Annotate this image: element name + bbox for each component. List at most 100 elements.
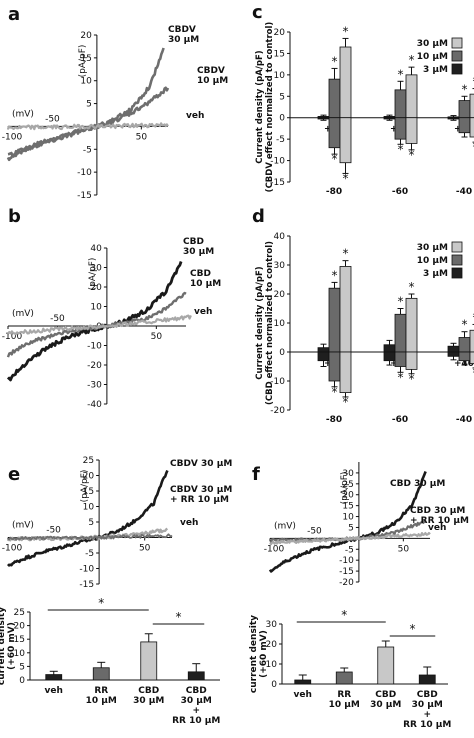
bar <box>458 100 471 119</box>
category-label: -80 <box>326 415 342 425</box>
legend-veh: veh <box>428 523 446 533</box>
panel-label-d: d <box>252 206 265 227</box>
y-tick-label: 15 <box>14 635 25 645</box>
y-axis-label: (pA/pF) <box>80 470 90 503</box>
legend-cbdv-30: CBDV 30 µM <box>168 25 199 45</box>
significance-star: * <box>398 370 404 384</box>
y-axis-label: Current density (pA/pF)(CBD effect norma… <box>255 241 275 405</box>
legend-label: 10 µM <box>417 52 448 62</box>
significance-star: * <box>341 608 347 622</box>
bar <box>377 646 395 685</box>
y-tick-label: 15 <box>80 54 91 64</box>
bar <box>328 117 341 149</box>
bar <box>383 344 396 353</box>
y-tick-label: 20 <box>80 31 92 41</box>
y-tick-label: 25 <box>83 456 94 466</box>
panel-label-b: b <box>8 206 21 227</box>
y-tick-label: 5 <box>19 662 25 672</box>
legend-veh: veh <box>180 518 198 528</box>
y-tick-label: -20 <box>270 406 285 416</box>
bar <box>339 46 352 119</box>
bar <box>328 78 341 119</box>
legend-swatch <box>451 241 463 253</box>
bar <box>383 117 396 120</box>
y-tick-label: 30 <box>90 264 102 274</box>
y-tick-label: 0 <box>279 114 285 124</box>
y-tick-label: 40 <box>274 232 286 242</box>
significance-star: * <box>398 295 404 309</box>
trace-3 <box>269 531 431 546</box>
legend-cbd-30: CBD 30 µM <box>183 237 214 257</box>
y-tick-label: -10 <box>79 565 94 575</box>
y-tick-label: -10 <box>339 556 354 566</box>
bar <box>140 641 158 681</box>
x-tick-label: -100 <box>2 132 23 142</box>
category-label: CBD 30 µM + RR 10 µM <box>403 690 451 730</box>
x-tick-label: -50 <box>46 526 61 536</box>
bar <box>383 351 396 362</box>
iv-plot-a: -15 -10 -5 5 10 15 20 -100 -50 50 (mV) (pA/pF) <box>2 31 170 201</box>
bar <box>405 117 418 144</box>
x-tick-label: -100 <box>264 544 285 554</box>
y-tick-label: -15 <box>77 191 92 201</box>
iv-plot-b: -40-30-20-10010203040-100-5050(mV)(pA/pF… <box>2 244 192 410</box>
legend-label: 10 µM <box>417 256 448 266</box>
bar <box>458 117 471 134</box>
significance-star: * <box>473 310 474 324</box>
y-tick-label: -10 <box>270 157 285 167</box>
trace-1 <box>6 261 183 382</box>
y-tick-label: -15 <box>339 567 354 577</box>
legend-veh: veh <box>194 307 212 317</box>
x-axis-label: (mV) <box>12 309 34 319</box>
panel-label-c: c <box>252 2 263 23</box>
bar <box>339 351 352 393</box>
legend-swatch <box>451 267 463 279</box>
panel-label-a: a <box>8 4 20 25</box>
significance-star: * <box>176 610 182 624</box>
x-tick-label: 50 <box>139 544 151 554</box>
x-tick-label: -50 <box>45 114 60 124</box>
bar <box>447 117 460 120</box>
y-tick-label: -10 <box>270 377 285 387</box>
significance-star: * <box>332 385 338 399</box>
category-label: -80 <box>326 187 342 197</box>
y-axis-label: current density(+60 mV) <box>249 615 269 693</box>
bar <box>328 351 341 382</box>
bar <box>394 117 407 140</box>
significance-star: * <box>473 366 474 380</box>
x-tick-label: 50 <box>398 544 410 554</box>
legend-swatch <box>451 37 463 49</box>
y-tick-label: 5 <box>88 518 94 528</box>
bar <box>317 351 330 362</box>
significance-star: * <box>410 622 416 636</box>
y-tick-label: -10 <box>87 342 102 352</box>
significance-star: * <box>409 372 415 386</box>
bar <box>458 337 471 353</box>
legend-cbdv-10: CBDV 10 µM <box>197 66 228 86</box>
bar <box>447 351 460 357</box>
legend-veh: veh <box>186 111 204 121</box>
y-tick-label: 20 <box>342 491 354 501</box>
x-tick-label: -100 <box>2 544 23 554</box>
y-tick-label: 25 <box>14 608 25 618</box>
y-tick-label: -30 <box>87 381 102 391</box>
legend-cbd-rr: CBD 30 µM + RR 10 µM <box>410 506 469 526</box>
legend-cbdv-rr: CBDV 30 µM + RR 10 µM <box>170 485 232 505</box>
y-tick-label: 30 <box>342 469 354 479</box>
bar <box>335 671 353 685</box>
y-tick-label: 20 <box>14 622 26 632</box>
category-label: -40 <box>456 415 472 425</box>
y-tick-label: -5 <box>83 145 92 155</box>
bar <box>317 117 330 120</box>
bar <box>447 345 460 353</box>
bar <box>394 313 407 353</box>
significance-star: * <box>398 142 404 156</box>
iv-plot-e: -15 -10 -5 5 10 15 20 25 -100 -50 50 (mV) (pA/pF) <box>2 456 173 590</box>
significance-star: * <box>332 152 338 166</box>
significance-star: * <box>409 53 415 67</box>
y-tick-label: 10 <box>342 513 354 523</box>
y-tick-label: 10 <box>274 71 286 81</box>
y-tick-label: 10 <box>90 303 102 313</box>
